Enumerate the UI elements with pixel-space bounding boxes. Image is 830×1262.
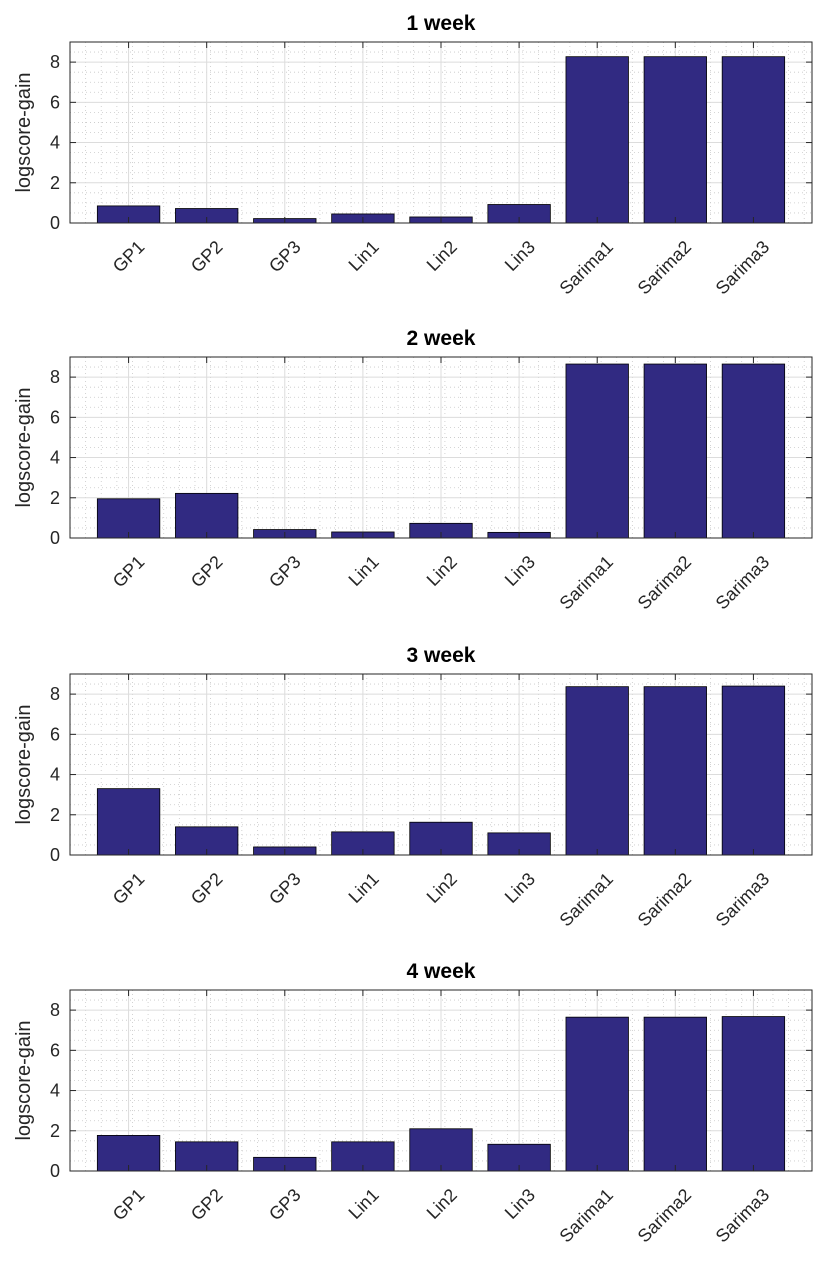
chart-panel-3: 3 week 0 2 4 6 8 GP1 GP2 GP3 Lin1 Lin2 Lin3 Sarima1 S…	[13, 644, 813, 931]
x-tick-label: Lin3	[501, 552, 539, 590]
y-tick-label: 0	[50, 528, 60, 548]
bar-sarima2	[643, 56, 707, 224]
y-axis-label: logscore-gain	[13, 72, 35, 192]
y-tick-label: 0	[50, 845, 60, 865]
chart-title: 3 week	[407, 644, 476, 667]
y-tick-label: 6	[50, 407, 60, 427]
bar-sarima1	[565, 363, 629, 539]
y-tick-label: 8	[50, 1000, 60, 1020]
x-tick-label: GP1	[109, 552, 149, 592]
x-tick-label: Lin2	[423, 1185, 461, 1223]
x-tick-label: GP2	[187, 869, 227, 909]
x-tick-label: Sarima2	[634, 1185, 696, 1247]
y-tick-label: 4	[50, 765, 60, 785]
x-tick-label: Sarima3	[712, 1185, 774, 1247]
x-tick-label: Sarima2	[634, 237, 696, 299]
x-tick-label: Sarima1	[556, 552, 618, 614]
y-axis-label: logscore-gain	[13, 387, 35, 507]
bar-sarima1	[565, 686, 629, 856]
y-tick-label: 6	[50, 92, 60, 112]
x-tick-label: GP2	[187, 552, 227, 592]
x-tick-label: Sarima1	[556, 1185, 618, 1247]
bar-sarima3	[721, 56, 786, 224]
chart-title: 4 week	[407, 960, 476, 983]
x-tick-label: Lin2	[423, 237, 461, 275]
y-tick-label: 0	[50, 213, 60, 233]
y-tick-label: 8	[50, 684, 60, 704]
chart-title: 2 week	[407, 327, 476, 350]
x-tick-label: GP3	[265, 869, 305, 909]
y-axis-label: logscore-gain	[13, 1020, 35, 1140]
bar-sarima3	[721, 363, 786, 539]
bar-sarima1	[565, 56, 629, 224]
x-tick-label: Lin2	[423, 552, 461, 590]
bar-sarima3	[721, 685, 786, 856]
bar-gp2	[175, 492, 239, 539]
x-tick-label: Sarima2	[634, 869, 696, 931]
x-tick-label: Sarima3	[712, 869, 774, 931]
y-tick-label: 2	[50, 805, 60, 825]
y-tick-label: 4	[50, 1081, 60, 1101]
y-tick-label: 2	[50, 1121, 60, 1141]
x-tick-label: Lin3	[501, 1185, 539, 1223]
y-tick-label: 4	[50, 133, 60, 153]
y-tick-label: 2	[50, 488, 60, 508]
y-axis-label: logscore-gain	[13, 704, 35, 824]
x-tick-label: Lin2	[423, 869, 461, 907]
y-tick-label: 8	[50, 367, 60, 387]
chart-title: 1 week	[407, 12, 476, 35]
x-tick-label: Lin1	[345, 869, 383, 907]
x-tick-label: GP1	[109, 869, 149, 909]
x-tick-label: Sarima1	[556, 237, 618, 299]
x-tick-label: GP1	[109, 1185, 149, 1225]
x-tick-label: Lin3	[501, 237, 539, 275]
x-tick-label: GP1	[109, 237, 149, 277]
y-tick-label: 8	[50, 52, 60, 72]
x-tick-label: Sarima2	[634, 552, 696, 614]
y-tick-label: 6	[50, 1040, 60, 1060]
bar-sarima2	[643, 363, 707, 539]
x-tick-label: GP3	[265, 552, 305, 592]
x-tick-label: Lin1	[345, 237, 383, 275]
x-tick-label: Sarima3	[712, 552, 774, 614]
bar-sarima3	[721, 1016, 786, 1172]
y-tick-label: 4	[50, 448, 60, 468]
x-tick-label: Sarima1	[556, 869, 618, 931]
y-tick-label: 2	[50, 173, 60, 193]
y-tick-label: 6	[50, 724, 60, 744]
x-tick-label: Lin1	[345, 552, 383, 590]
y-tick-label: 0	[50, 1161, 60, 1181]
x-tick-label: Lin1	[345, 1185, 383, 1223]
x-tick-label: GP2	[187, 1185, 227, 1225]
bar-sarima2	[643, 1016, 707, 1172]
chart-panel-4: 4 week 0 2 4 6 8 GP1 GP2 GP3 Lin1 Lin2 Lin3 Sarima1 S…	[13, 960, 813, 1247]
chart-panel-2: 2 week 0 2 4 6 8 GP1 GP2 GP3 Lin1 Lin2 Lin3 Sarima1 S…	[13, 327, 813, 614]
x-tick-label: GP2	[187, 237, 227, 277]
x-tick-label: Sarima3	[712, 237, 774, 299]
bar-sarima2	[643, 686, 707, 856]
chart-panel-1: 1 week 0 2 4 6 8 GP1 GP2 GP3 Lin1 Lin2 Lin3 Sarima1 S…	[13, 12, 813, 299]
bar-gp1	[96, 788, 161, 856]
x-tick-label: GP3	[265, 237, 305, 277]
bar-lin2	[409, 1128, 473, 1172]
x-tick-label: Lin3	[501, 869, 539, 907]
bar-gp1	[96, 498, 161, 539]
bar-sarima1	[565, 1016, 629, 1172]
x-tick-label: GP3	[265, 1185, 305, 1225]
